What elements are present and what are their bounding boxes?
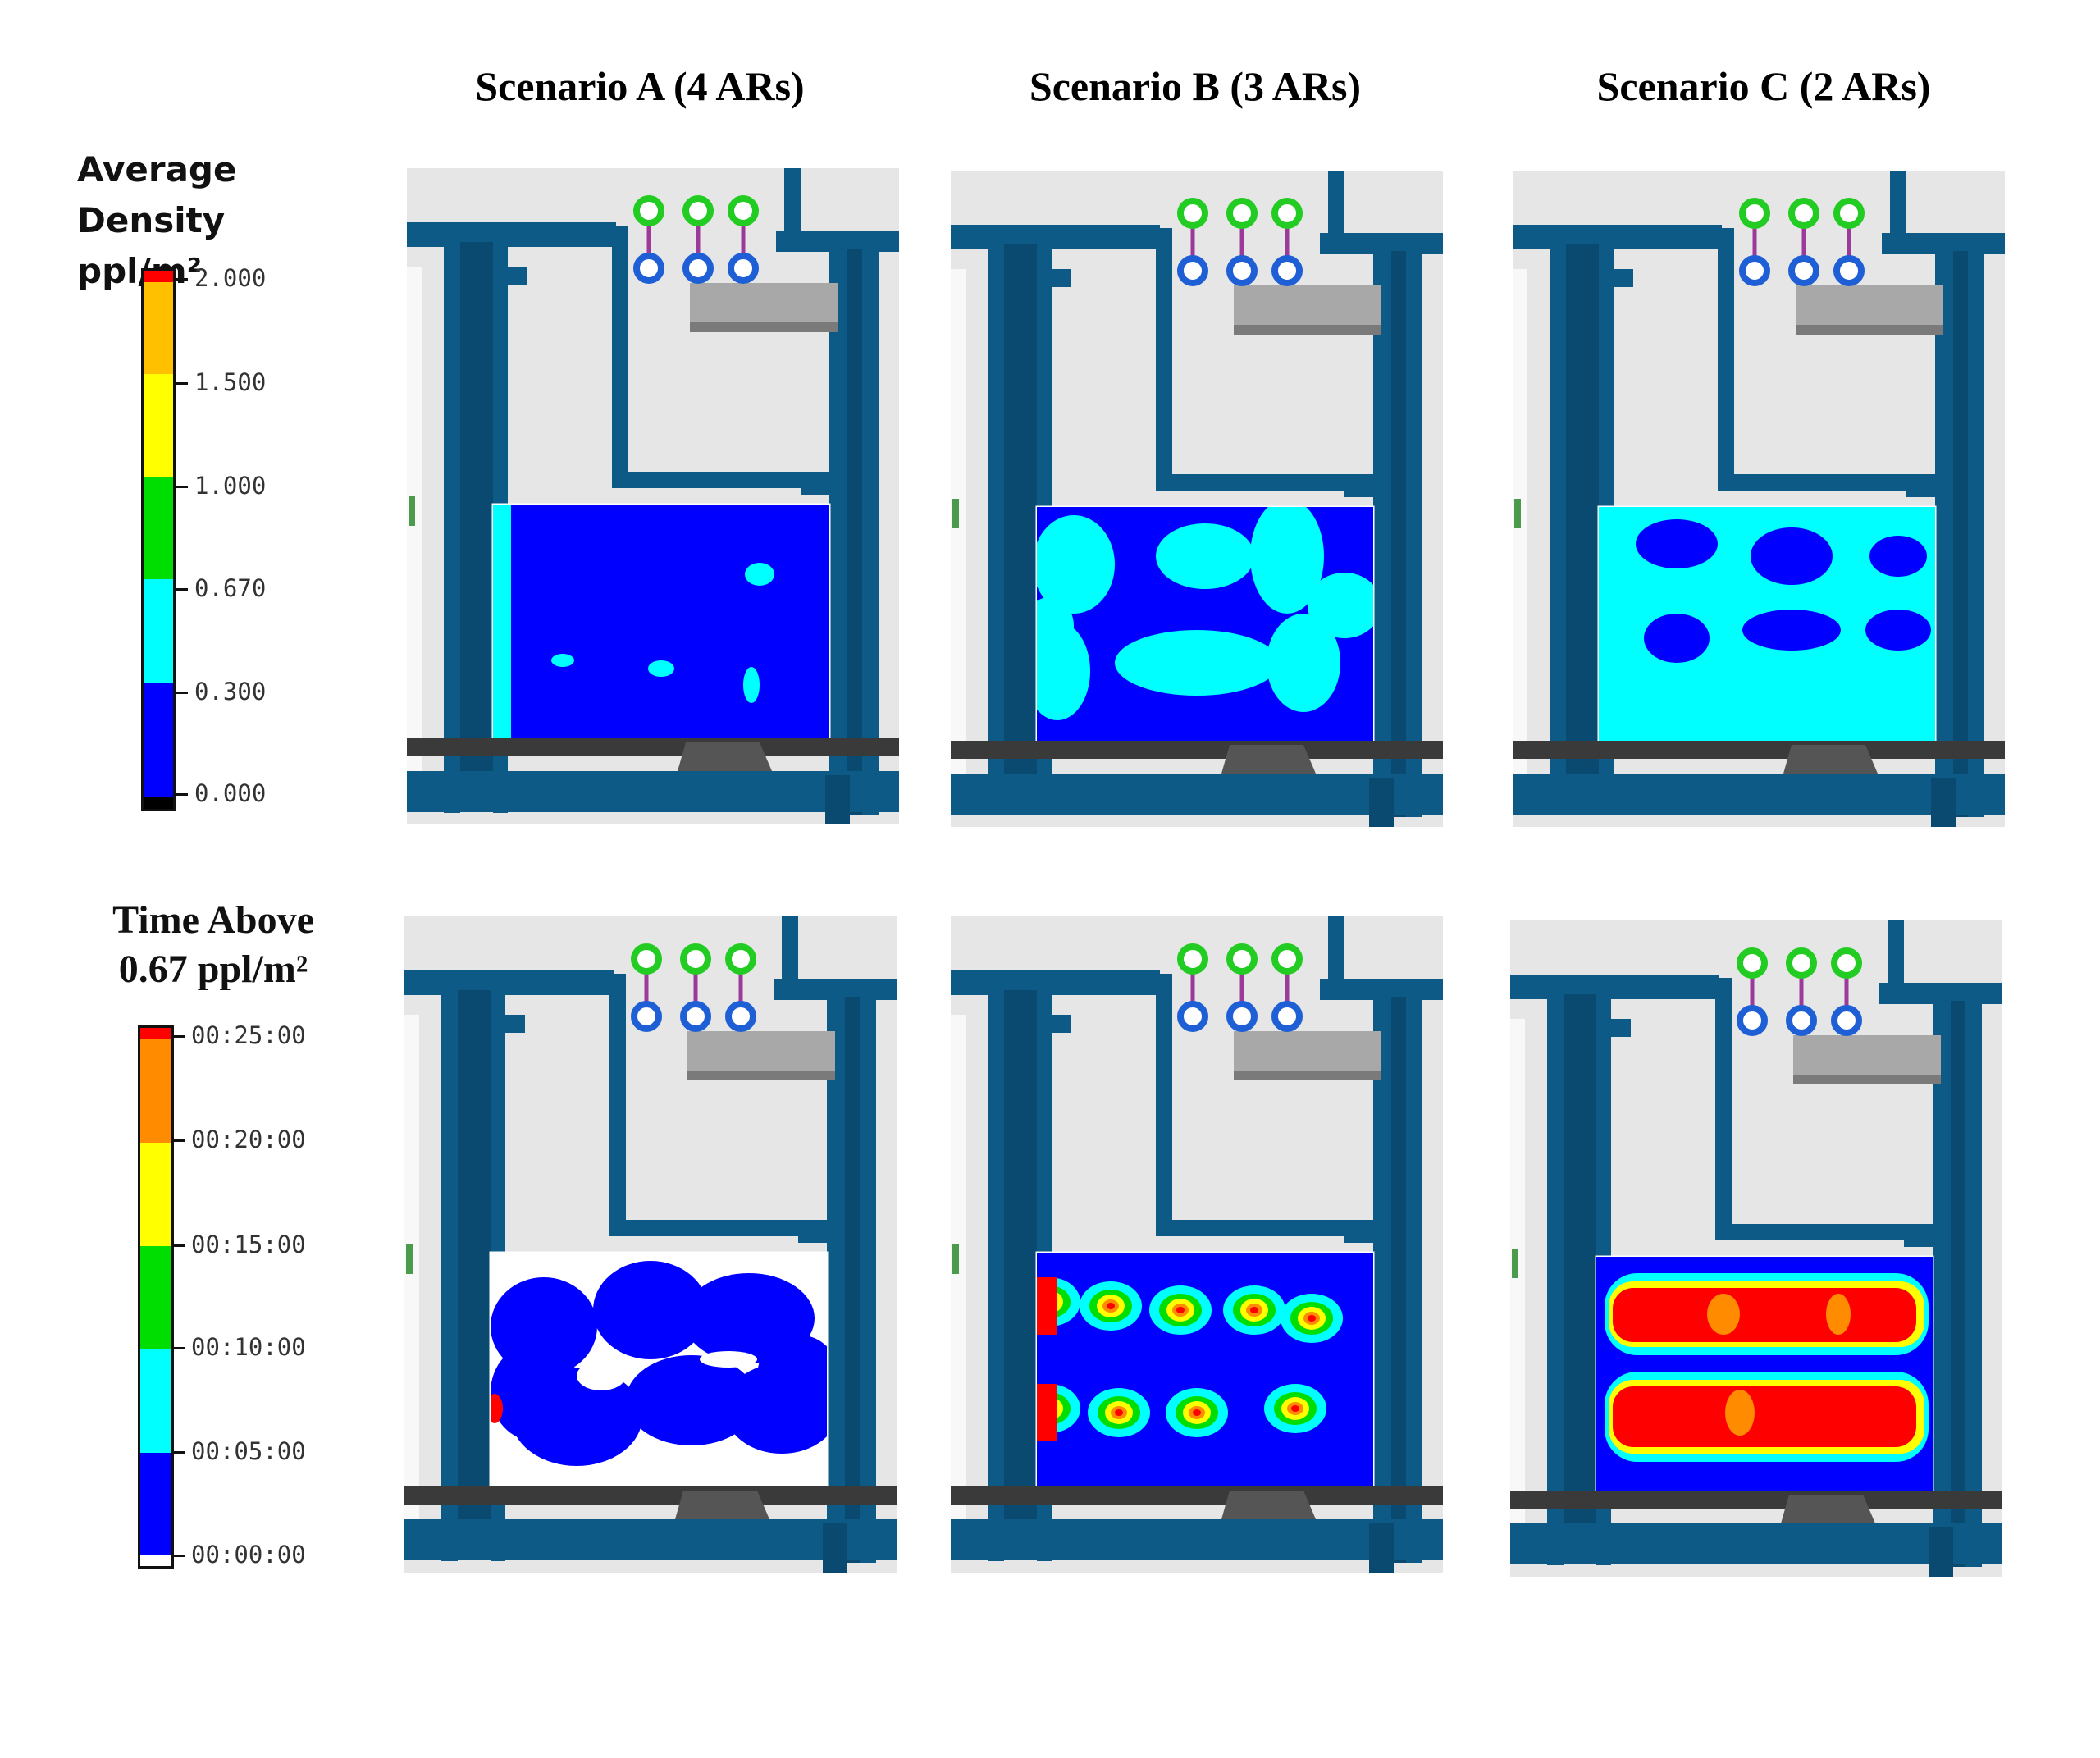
time-band-red <box>140 1028 171 1039</box>
density-tick-label: 1.500 <box>176 368 267 396</box>
time-band-white <box>140 1555 171 1566</box>
time-band-orange <box>140 1039 171 1143</box>
density-band-green <box>144 477 173 579</box>
time-tick-label: 00:10:00 <box>173 1333 306 1361</box>
time-legend-title: Time Above 0.67 ppl/m² <box>66 896 361 994</box>
density-tick-label: 2.000 <box>176 264 267 292</box>
density-band-blue <box>144 683 173 797</box>
time-band-yellow <box>140 1143 171 1246</box>
density-legend-title: Average Density ppl/m² <box>77 144 356 297</box>
density-tick-label: 0.300 <box>176 678 267 705</box>
density-map-scenario-a <box>407 168 899 824</box>
time-tick-label: 00:15:00 <box>173 1231 306 1258</box>
density-tick-label: 1.000 <box>176 472 267 500</box>
time-band-green <box>140 1246 171 1349</box>
time-band-cyan <box>140 1349 171 1453</box>
density-map-scenario-b <box>951 171 1443 827</box>
column-title-scenario-c: Scenario C (2 ARs) <box>1596 63 1931 109</box>
time-band-blue <box>140 1453 171 1555</box>
density-colorbar <box>141 268 176 811</box>
density-legend-title-line1: Average <box>77 149 237 189</box>
column-title-scenario-a: Scenario A (4 ARs) <box>475 63 805 109</box>
time-legend-title-line1: Time Above <box>112 898 314 942</box>
density-band-yellow <box>144 374 173 477</box>
density-band-black <box>144 797 173 809</box>
time-map-scenario-c <box>1510 920 2002 1577</box>
density-map-scenario-c <box>1513 171 2005 827</box>
time-legend-title-line2: 0.67 ppl/m² <box>118 947 308 991</box>
time-colorbar <box>138 1025 174 1569</box>
time-tick-label: 00:25:00 <box>173 1021 306 1049</box>
time-tick-label: 00:20:00 <box>173 1126 306 1153</box>
time-map-scenario-a <box>404 916 897 1573</box>
time-map-scenario-b <box>951 916 1443 1573</box>
time-tick-label: 00:00:00 <box>173 1541 306 1569</box>
density-band-orange <box>144 282 173 374</box>
column-title-scenario-b: Scenario B (3 ARs) <box>1029 63 1362 109</box>
density-tick-label: 0.670 <box>176 574 267 602</box>
density-legend-title-line2: Density ppl/m² <box>77 200 226 291</box>
density-tick-label: 0.000 <box>176 779 267 807</box>
density-band-red <box>144 271 173 282</box>
time-tick-label: 00:05:00 <box>173 1437 306 1465</box>
density-band-cyan <box>144 579 173 683</box>
